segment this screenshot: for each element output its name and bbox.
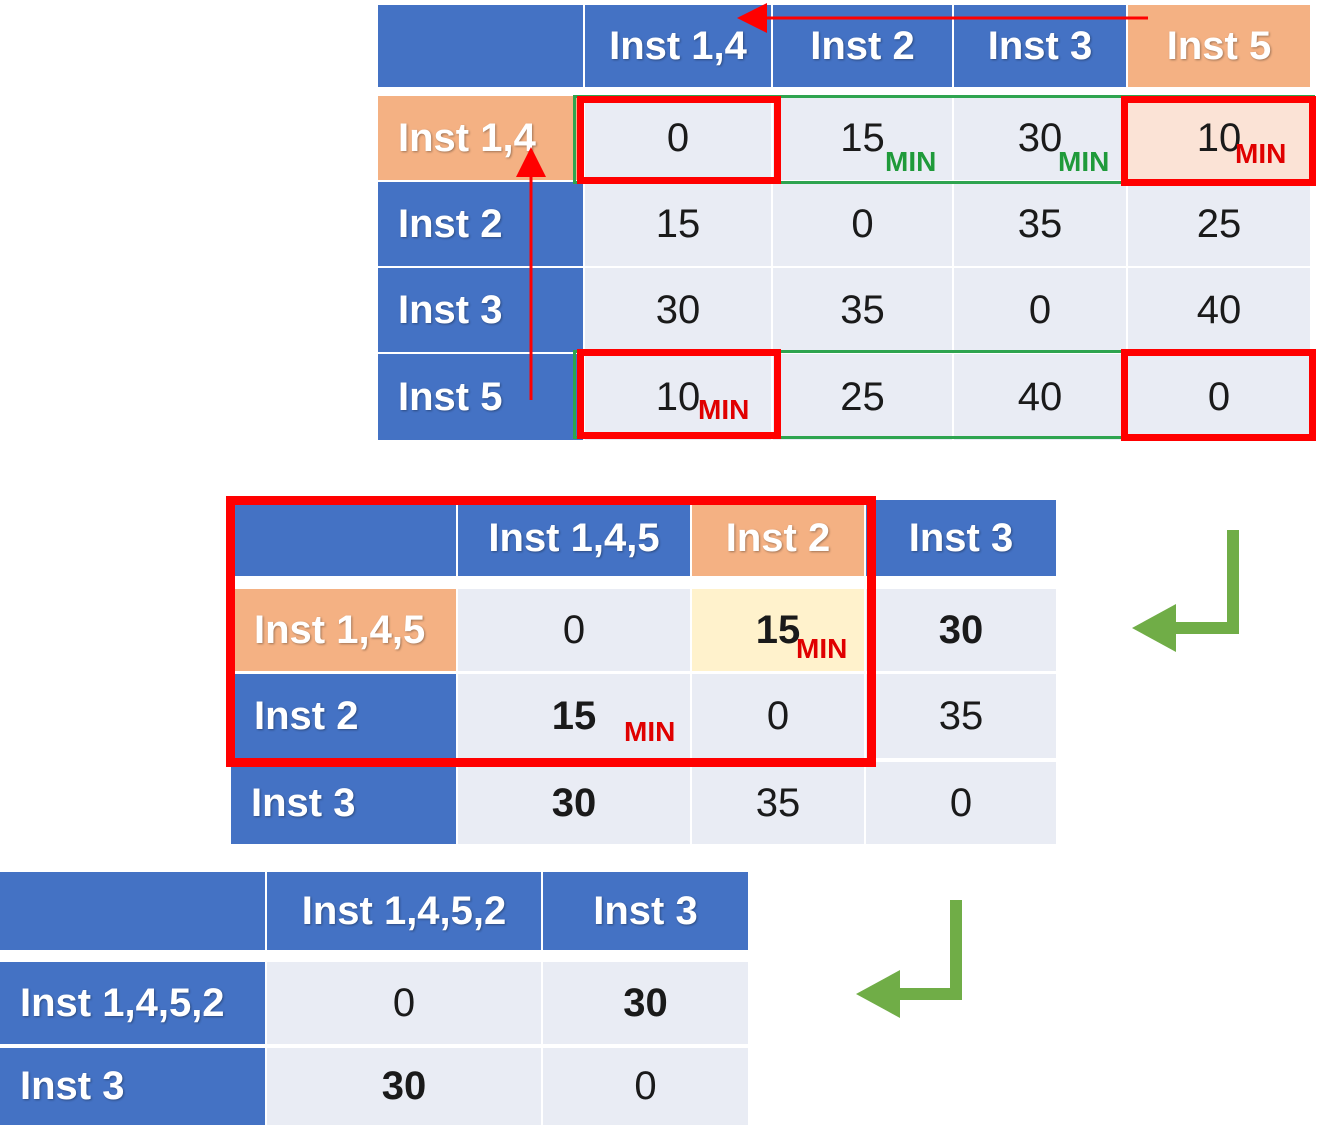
min-tag: MIN: [698, 394, 750, 425]
t2-cell-min: 15: [458, 674, 690, 758]
t3-cell: 30: [267, 1048, 541, 1125]
t1-cell-min: 10: [585, 354, 771, 440]
t3-cell: 30: [543, 962, 748, 1044]
min-tag: MIN: [885, 146, 937, 177]
t3-row-header: Inst 1,4,5,2: [0, 962, 265, 1044]
next-step-arrow-icon: [1132, 530, 1239, 652]
t3-cell: 0: [543, 1048, 748, 1125]
t1-cell: 15: [585, 182, 771, 266]
t1-cell: 40: [1128, 268, 1310, 352]
t2-cell: 35: [866, 674, 1056, 758]
t1-cell: 25: [1128, 182, 1310, 266]
t2-cell: 0: [866, 762, 1056, 844]
t3-col-header: Inst 3: [543, 872, 748, 950]
t2-cell: 30: [458, 762, 690, 844]
t3-col-header: Inst 1,4,5,2: [267, 872, 541, 950]
t1-row-header-merge: Inst 1,4: [378, 96, 583, 180]
t1-cell: 0: [1128, 354, 1310, 440]
t2-row-header: Inst 3: [231, 762, 456, 844]
min-tag: MIN: [796, 633, 848, 664]
t2-cell: 35: [692, 762, 864, 844]
t3-cell: 0: [267, 962, 541, 1044]
t1-cell: 25: [773, 354, 952, 440]
t1-cell: 0: [954, 268, 1126, 352]
t1-row-header: Inst 3: [378, 268, 583, 352]
t2-cell: 0: [458, 589, 690, 671]
t1-cell: 35: [773, 268, 952, 352]
t1-cell: 30: [585, 268, 771, 352]
t2-col-header: Inst 3: [866, 500, 1056, 576]
t1-cell: 30: [954, 96, 1126, 180]
t1-col-header: Inst 1,4: [585, 5, 771, 87]
t2-cell-min: 15: [692, 589, 864, 671]
t2-col-header: Inst 1,4,5: [458, 500, 690, 576]
t1-corner: [378, 5, 583, 87]
t3-corner: [0, 872, 265, 950]
t2-cell: 0: [692, 674, 864, 758]
t2-cell: 30: [866, 589, 1056, 671]
min-tag: MIN: [1235, 138, 1287, 169]
t2-corner: [234, 500, 456, 576]
min-tag: MIN: [1058, 146, 1110, 177]
t1-cell: 40: [954, 354, 1126, 440]
t1-col-header: Inst 2: [773, 5, 952, 87]
t1-cell: 35: [954, 182, 1126, 266]
t1-col-header: Inst 3: [954, 5, 1126, 87]
t1-cell: 0: [585, 96, 771, 180]
min-tag: MIN: [624, 716, 676, 747]
t1-cell: 15: [773, 96, 952, 180]
t1-col-header-merge: Inst 5: [1128, 5, 1310, 87]
t1-row-header: Inst 5: [378, 354, 583, 440]
t1-cell-min: 10: [1128, 96, 1310, 180]
t2-row-header-merge: Inst 1,4,5: [234, 589, 456, 671]
t2-row-header: Inst 2: [234, 674, 456, 758]
t2-col-header-merge: Inst 2: [692, 500, 864, 576]
t1-row-header: Inst 2: [378, 182, 583, 266]
t1-cell: 0: [773, 182, 952, 266]
t3-row-header: Inst 3: [0, 1048, 265, 1125]
next-step-arrow-icon: [856, 900, 962, 1018]
